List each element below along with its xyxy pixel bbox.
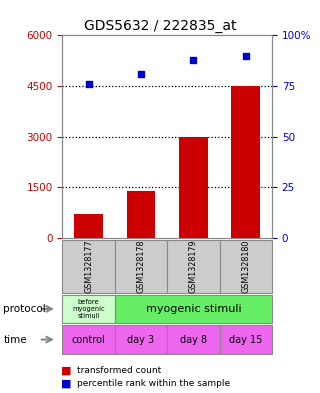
Point [139,71,144,77]
Bar [231,86,260,238]
Text: day 3: day 3 [127,334,155,345]
Text: GSM1328178: GSM1328178 [137,239,146,293]
Bar [127,191,156,238]
Text: day 15: day 15 [229,334,262,345]
Text: before
myogenic
stimuli: before myogenic stimuli [72,299,105,319]
Text: control: control [72,334,106,345]
Bar [179,136,208,238]
Text: ■: ■ [61,365,71,375]
Point [86,81,91,87]
Text: transformed count: transformed count [77,366,161,375]
Text: GSM1328179: GSM1328179 [189,239,198,293]
Text: protocol: protocol [3,304,46,314]
Point [191,57,196,63]
Text: ■: ■ [61,378,71,388]
Text: time: time [3,334,27,345]
Text: GSM1328177: GSM1328177 [84,239,93,293]
Bar [74,214,103,238]
Text: percentile rank within the sample: percentile rank within the sample [77,379,230,387]
Text: GDS5632 / 222835_at: GDS5632 / 222835_at [84,18,236,33]
Text: GSM1328180: GSM1328180 [241,240,250,293]
Text: myogenic stimuli: myogenic stimuli [146,304,241,314]
Text: day 8: day 8 [180,334,207,345]
Point [243,52,248,59]
